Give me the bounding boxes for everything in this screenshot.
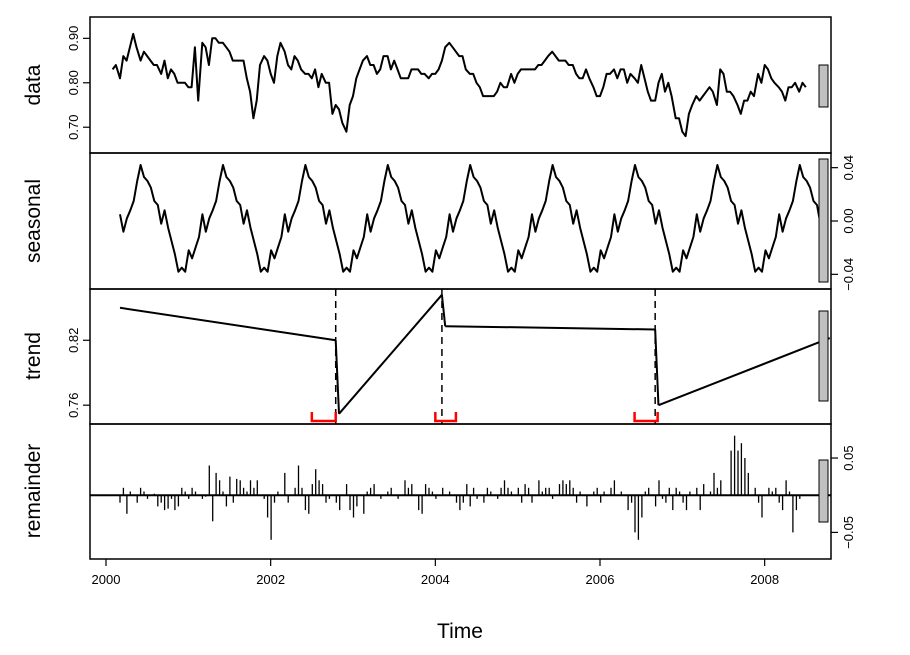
data-panel-frame xyxy=(89,16,832,154)
range-bar-remainder xyxy=(818,459,829,523)
x-tick-label: 2002 xyxy=(256,572,285,587)
trend-jump-0 xyxy=(334,340,341,414)
confidence-interval-0 xyxy=(310,412,337,423)
y-tick-label: 0.76 xyxy=(66,393,81,418)
y-tick-label: 0.90 xyxy=(66,26,81,51)
y-tick-label: −0.04 xyxy=(841,258,856,291)
y-tick-label: 0.70 xyxy=(66,115,81,140)
y-tick-label: 0.05 xyxy=(841,445,856,470)
x-axis-title: Time xyxy=(437,620,483,643)
trend-segment-0 xyxy=(119,306,336,342)
x-tick-label: 2000 xyxy=(92,572,121,587)
remainder-panel-frame xyxy=(89,423,832,560)
y-tick-label: 0.04 xyxy=(841,155,856,180)
trend-segment-1 xyxy=(338,294,443,415)
y-tick-label: 0.80 xyxy=(66,70,81,95)
panel-label-data: data xyxy=(22,64,45,105)
x-tick-label: 2004 xyxy=(421,572,450,587)
range-bar-seasonal xyxy=(818,158,829,283)
range-bar-trend xyxy=(818,310,829,402)
seasonal-series-line xyxy=(119,164,829,273)
trend-panel-frame xyxy=(89,288,832,425)
range-bar-data xyxy=(818,64,829,108)
y-tick-label: 0.00 xyxy=(841,208,856,233)
panel-label-trend: trend xyxy=(22,332,45,380)
panel-label-seasonal: seasonal xyxy=(22,179,45,263)
x-tick-label: 2008 xyxy=(750,572,779,587)
y-tick-label: −0.05 xyxy=(841,516,856,549)
panel-label-remainder: remainder xyxy=(22,444,45,539)
confidence-interval-1 xyxy=(434,412,458,423)
data-series-line xyxy=(111,32,807,138)
x-tick-label: 2006 xyxy=(586,572,615,587)
trend-segment-2 xyxy=(445,325,656,331)
trend-segment-3 xyxy=(658,337,831,407)
trend-jump-1 xyxy=(440,294,447,327)
confidence-interval-2 xyxy=(633,412,659,423)
trend-jump-2 xyxy=(654,329,660,406)
y-tick-label: 0.82 xyxy=(66,328,81,353)
